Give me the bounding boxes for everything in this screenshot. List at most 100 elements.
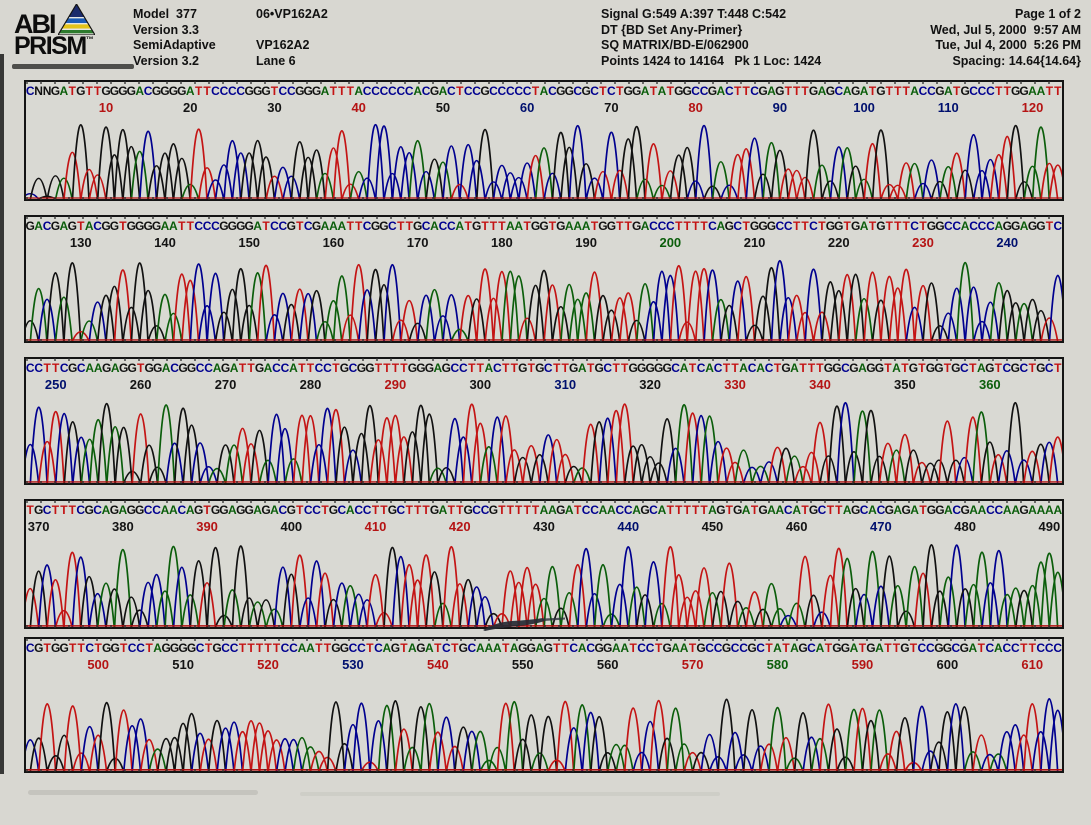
base-letter: A (270, 503, 279, 517)
trace-peak (155, 590, 175, 627)
position-label: 90 (772, 100, 788, 115)
base-letter: A (514, 219, 524, 233)
trace-peak (742, 709, 762, 771)
trace-peak (256, 264, 276, 341)
position-label: 450 (701, 519, 724, 534)
base-letter: G (407, 361, 418, 375)
trace-peak (644, 561, 663, 627)
base-letter: A (842, 84, 852, 98)
trace-peak (165, 736, 184, 771)
base-letter: T (515, 503, 523, 517)
base-letter: G (724, 219, 734, 233)
trace-peak (484, 297, 503, 341)
trace-peak (130, 262, 149, 341)
base-letter: G (781, 361, 791, 375)
base-letter: G (556, 84, 566, 98)
base-letter: T (919, 219, 927, 233)
trace-peak (411, 705, 431, 771)
base-letter: A (438, 503, 448, 517)
trace-peak (581, 423, 600, 483)
trace-peak (846, 165, 865, 199)
trace-peak (403, 431, 422, 483)
base-letter: C (649, 219, 658, 233)
base-letter: G (623, 84, 633, 98)
base-letter: A (484, 361, 494, 375)
trace-peak (156, 404, 176, 483)
base-letter: T (371, 503, 380, 517)
base-letter: G (178, 361, 188, 375)
trace-peak (1023, 450, 1042, 483)
trace-peak (863, 143, 882, 199)
base-letter: C (637, 641, 646, 655)
base-letter: G (109, 503, 120, 517)
trace-peak (785, 455, 804, 483)
panel-tick-strip (26, 339, 1062, 342)
base-letter: C (42, 219, 52, 233)
trace-peak (80, 725, 99, 771)
base-letter: G (416, 641, 426, 655)
trace-peak (649, 462, 668, 483)
trace-peak (164, 312, 183, 341)
trace-peak (720, 562, 739, 627)
base-letter: T (178, 219, 186, 233)
header-text-line: SQ MATRIX/BD-E/062900 (601, 38, 749, 52)
base-letter: G (144, 361, 154, 375)
base-letter: C (1010, 641, 1020, 655)
trace-peak (324, 598, 343, 627)
trace-peak (46, 272, 65, 341)
trace-peak (980, 441, 999, 483)
trace-peak (821, 180, 840, 199)
trace-peak (318, 407, 337, 483)
base-letter: A (85, 361, 95, 375)
base-letter: T (943, 361, 952, 375)
trace-peak (46, 411, 65, 483)
base-letter: C (447, 84, 456, 98)
base-letter: G (186, 361, 197, 375)
trace-peak (661, 274, 680, 341)
position-label: 360 (978, 377, 1001, 392)
base-letter: G (331, 641, 341, 655)
trace-peak (888, 184, 907, 199)
base-letter: A (1011, 503, 1021, 517)
base-letter: A (1028, 503, 1037, 517)
trace-peak (581, 712, 600, 771)
base-letter: T (675, 219, 683, 233)
base-letter: C (170, 361, 179, 375)
panel-tick-strip (26, 216, 1062, 219)
trace-peak (113, 129, 132, 199)
trace-peak (1040, 441, 1059, 483)
trace-peak (471, 730, 490, 771)
trace-peak (292, 736, 312, 771)
logo-prism-text: PRISM (14, 32, 87, 60)
base-letter: T (561, 641, 569, 655)
base-letter: G (244, 84, 254, 98)
trace-peak (148, 748, 167, 771)
trace-peak (299, 292, 318, 341)
trace-peak (366, 124, 385, 199)
trace-peak (972, 169, 992, 199)
trace-peak (89, 418, 108, 483)
trace-peak (139, 130, 158, 199)
trace-peak (501, 172, 520, 199)
base-letter: T (498, 503, 506, 517)
trace-peak (155, 152, 175, 199)
base-letter: G (876, 219, 886, 233)
base-letter: G (286, 219, 296, 233)
trace-peak (324, 147, 343, 199)
base-letter: T (355, 219, 363, 233)
base-letter: T (616, 84, 624, 98)
base-letter: C (379, 84, 389, 98)
trace-peak (442, 145, 461, 199)
trace-peak (846, 273, 865, 341)
base-letter: G (50, 84, 61, 98)
base-letter: G (102, 641, 112, 655)
trace-peak (802, 451, 821, 483)
trace-peak (207, 467, 227, 483)
trace-peak (728, 600, 747, 627)
base-letter: T (816, 361, 824, 375)
trace-peak (678, 321, 697, 341)
trace-peak (105, 285, 124, 341)
trace-peak (240, 597, 259, 627)
base-letter: T (77, 641, 85, 655)
